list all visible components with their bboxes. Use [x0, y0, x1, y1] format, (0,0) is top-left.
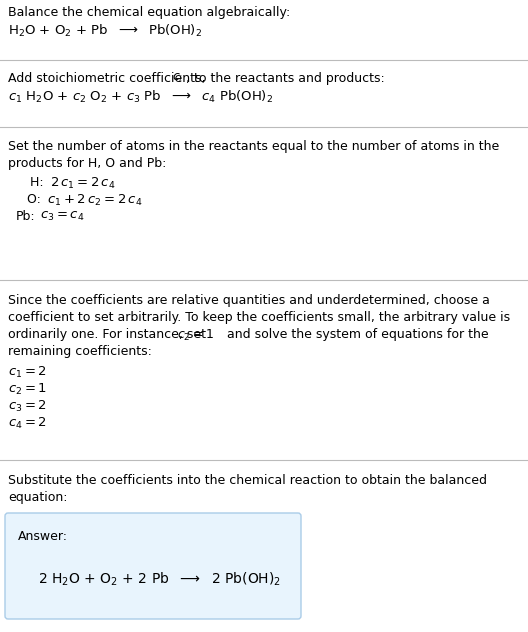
Text: ordinarily one. For instance, set: ordinarily one. For instance, set: [8, 328, 210, 341]
Text: and solve the system of equations for the: and solve the system of equations for th…: [223, 328, 488, 341]
Text: coefficient to set arbitrarily. To keep the coefficients small, the arbitrary va: coefficient to set arbitrarily. To keep …: [8, 311, 510, 324]
Text: Add stoichiometric coefficients,: Add stoichiometric coefficients,: [8, 72, 210, 85]
Text: Set the number of atoms in the reactants equal to the number of atoms in the: Set the number of atoms in the reactants…: [8, 140, 499, 153]
Text: remaining coefficients:: remaining coefficients:: [8, 345, 152, 358]
Text: $c_2 = 1$: $c_2 = 1$: [8, 382, 47, 397]
Text: H$_2$O + O$_2$ + Pb  $\longrightarrow$  Pb(OH)$_2$: H$_2$O + O$_2$ + Pb $\longrightarrow$ Pb…: [8, 23, 202, 39]
Text: O:: O:: [23, 193, 41, 206]
Text: $c_1 + 2\,c_2 = 2\,c_4$: $c_1 + 2\,c_2 = 2\,c_4$: [47, 193, 143, 208]
Text: $c_2 = 1$: $c_2 = 1$: [177, 328, 214, 343]
Text: 2 H$_2$O + O$_2$ + 2 Pb  $\longrightarrow$  2 Pb(OH)$_2$: 2 H$_2$O + O$_2$ + 2 Pb $\longrightarrow…: [38, 571, 281, 588]
Text: $2\,c_1 = 2\,c_4$: $2\,c_1 = 2\,c_4$: [50, 176, 116, 191]
Text: Balance the chemical equation algebraically:: Balance the chemical equation algebraica…: [8, 6, 290, 19]
Text: , to the reactants and products:: , to the reactants and products:: [186, 72, 385, 85]
Text: $c_i$: $c_i$: [172, 72, 183, 85]
Text: equation:: equation:: [8, 491, 68, 504]
Text: products for H, O and Pb:: products for H, O and Pb:: [8, 157, 166, 170]
Text: $c_3 = 2$: $c_3 = 2$: [8, 399, 47, 414]
Text: $c_1 = 2$: $c_1 = 2$: [8, 365, 47, 380]
FancyBboxPatch shape: [5, 513, 301, 619]
Text: $c_4 = 2$: $c_4 = 2$: [8, 416, 47, 431]
Text: Since the coefficients are relative quantities and underdetermined, choose a: Since the coefficients are relative quan…: [8, 294, 490, 307]
Text: Answer:: Answer:: [18, 530, 68, 543]
Text: H:: H:: [26, 176, 44, 189]
Text: $c_3 = c_4$: $c_3 = c_4$: [40, 210, 84, 223]
Text: Substitute the coefficients into the chemical reaction to obtain the balanced: Substitute the coefficients into the che…: [8, 474, 487, 487]
Text: Pb:: Pb:: [16, 210, 35, 223]
Text: $c_1$ H$_2$O + $c_2$ O$_2$ + $c_3$ Pb  $\longrightarrow$  $c_4$ Pb(OH)$_2$: $c_1$ H$_2$O + $c_2$ O$_2$ + $c_3$ Pb $\…: [8, 89, 273, 105]
